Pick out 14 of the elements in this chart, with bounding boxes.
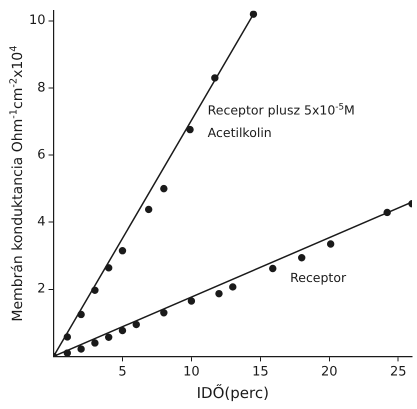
- y-tick-label: 4: [37, 214, 46, 230]
- y-tick-label: 6: [37, 147, 46, 162]
- annotation: Acetilkolin: [208, 124, 272, 140]
- y-tick-label: 10: [28, 13, 46, 28]
- y-tick-label: 8: [37, 80, 46, 96]
- y-tick-label: 2: [37, 282, 46, 297]
- x-tick-label: 10: [183, 364, 200, 380]
- x-tick-label: 20: [321, 364, 338, 380]
- x-tick-label: 15: [252, 364, 269, 380]
- x-tick-label: 5: [118, 364, 127, 380]
- y-axis-title: Membrán konduktancia Ohm-1cm-2x104: [8, 46, 26, 322]
- x-axis-title: IDŐ(perc): [196, 384, 269, 402]
- annotation: Receptor: [290, 270, 347, 286]
- x-tick-label: 25: [390, 364, 406, 380]
